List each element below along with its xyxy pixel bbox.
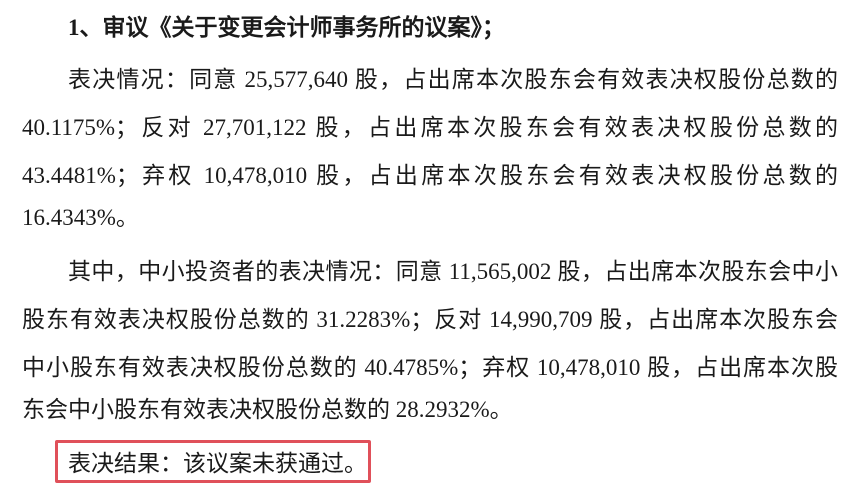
vote-result: 表决结果：该议案未获通过。 (68, 451, 367, 476)
paragraph1-line: 表决情况：同意 25,577,640 股，占出席本次股东会有效表决权股份总数的 (68, 67, 838, 92)
motion-heading: 1、审议《关于变更会计师事务所的议案》； (68, 15, 505, 40)
paragraph2-line: 中小股东有效表决权股份总数的 40.4785%；弃权 10,478,010 股，… (22, 355, 838, 380)
paragraph2-line: 东会中小股东有效表决权股份总数的 28.2932%。 (22, 397, 513, 422)
paragraph1-line: 43.4481%；弃权 10,478,010 股，占出席本次股东会有效表决权股份… (22, 163, 838, 188)
paragraph1-line: 40.1175%；反对 27,701,122 股，占出席本次股东会有效表决权股份… (22, 115, 838, 140)
paragraph2-line: 股东有效表决权股份总数的 31.2283%；反对 14,990,709 股，占出… (22, 307, 838, 332)
result-highlight-box (55, 440, 371, 483)
paragraph1-line: 16.4343%。 (22, 205, 139, 230)
paragraph2-line: 其中，中小投资者的表决情况：同意 11,565,002 股，占出席本次股东会中小 (68, 259, 838, 284)
